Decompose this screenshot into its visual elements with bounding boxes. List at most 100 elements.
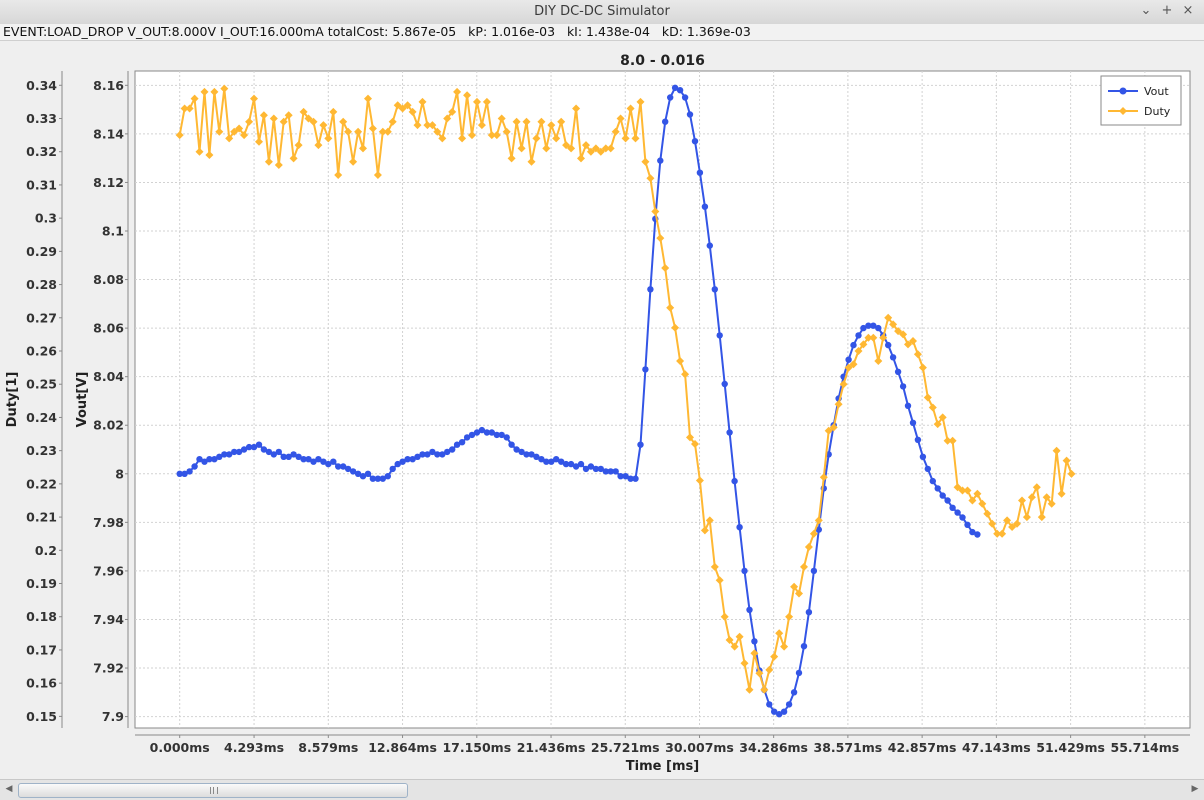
duty-point	[354, 127, 363, 136]
duty-point	[468, 131, 476, 140]
maximize-button[interactable]: +	[1161, 3, 1173, 18]
scrollbar-thumb[interactable]	[18, 783, 408, 798]
duty-point	[1032, 483, 1041, 492]
vout-point	[231, 448, 238, 456]
duty-point	[482, 97, 491, 106]
duty-point	[547, 121, 556, 130]
duty-point	[200, 87, 209, 96]
vout-point	[647, 286, 654, 293]
duty-point	[800, 562, 808, 571]
duty-point	[349, 157, 358, 166]
duty-point	[428, 121, 437, 130]
status-bar: EVENT:LOAD_DROP V_OUT:8.000V I_OUT:16.00…	[0, 24, 1204, 41]
close-button[interactable]: ×	[1182, 3, 1194, 18]
duty-point	[879, 333, 888, 342]
duty-tick-label: 0.22	[26, 476, 57, 491]
vout-point	[850, 341, 857, 349]
duty-point	[983, 509, 992, 518]
vout-point	[751, 638, 758, 645]
duty-point	[339, 117, 348, 126]
duty-point	[1018, 496, 1026, 505]
vout-point	[513, 446, 520, 453]
vout-tick-label: 7.96	[93, 563, 124, 578]
vout-point	[221, 451, 228, 458]
duty-point	[309, 117, 318, 126]
vout-point	[483, 429, 491, 436]
time-tick-label: 25.721ms	[591, 740, 660, 755]
duty-point	[740, 659, 749, 668]
duty-point	[745, 685, 754, 694]
duty-point	[433, 127, 442, 136]
vout-point	[255, 441, 263, 448]
time-tick-label: 34.286ms	[739, 740, 808, 755]
vout-point	[597, 465, 604, 473]
vout-point	[354, 470, 362, 477]
duty-point	[829, 423, 838, 432]
legend-vout-marker	[1119, 87, 1127, 95]
duty-point	[765, 665, 774, 674]
duty-point	[854, 347, 863, 355]
duty-point	[458, 134, 467, 143]
scroll-right-icon[interactable]: ▶	[1191, 784, 1199, 794]
duty-point	[938, 413, 947, 422]
vout-point	[706, 242, 713, 249]
duty-point	[368, 124, 377, 133]
vout-point	[815, 526, 822, 533]
duty-point	[557, 117, 566, 126]
duty-point	[443, 114, 452, 123]
duty-point	[1003, 516, 1012, 525]
vout-point	[914, 436, 922, 443]
vout-point	[270, 451, 277, 458]
duty-point	[245, 117, 254, 126]
duty-point	[785, 612, 794, 621]
duty-point	[438, 134, 447, 143]
duty-point	[601, 144, 610, 153]
vout-point	[364, 470, 372, 477]
duty-point	[839, 380, 848, 389]
minimize-button[interactable]: ⌄	[1140, 3, 1152, 18]
duty-tick-label: 0.23	[26, 443, 57, 458]
duty-tick-label: 0.32	[26, 144, 57, 159]
vout-point	[235, 448, 243, 456]
vout-point	[226, 451, 233, 458]
vout-point	[607, 468, 614, 475]
window-titlebar: DIY DC-DC Simulator ⌄ + ×	[0, 0, 1204, 25]
vout-tick-label: 8.06	[93, 321, 124, 336]
duty-point	[269, 114, 278, 123]
duty-point	[373, 171, 382, 179]
vout-point	[934, 485, 941, 492]
duty-point	[527, 157, 536, 166]
vout-point	[310, 458, 317, 465]
duty-point	[611, 127, 620, 136]
scroll-left-icon[interactable]: ◀	[5, 784, 13, 794]
time-tick-label: 17.150ms	[442, 740, 511, 755]
duty-point	[190, 94, 199, 103]
time-tick-label: 21.436ms	[517, 740, 586, 755]
vout-point	[686, 111, 694, 118]
vout-point	[508, 441, 515, 448]
duty-point	[205, 151, 214, 159]
vout-point	[523, 451, 530, 458]
duty-point	[928, 403, 937, 412]
vout-point	[265, 448, 273, 456]
duty-point	[963, 486, 972, 495]
duty-point	[998, 529, 1007, 538]
vout-point	[240, 446, 248, 453]
duty-point	[210, 87, 219, 96]
duty-point	[899, 330, 908, 339]
duty-point	[423, 121, 432, 130]
vout-point	[186, 468, 193, 475]
vout-point	[434, 451, 441, 458]
vout-point	[959, 514, 966, 521]
duty-point	[492, 131, 501, 140]
duty-point	[1013, 519, 1021, 528]
vout-point	[731, 477, 738, 485]
legend-vout-label: Vout	[1144, 85, 1169, 98]
vout-point	[929, 477, 936, 485]
horizontal-scrollbar[interactable]: ◀ ▶	[0, 779, 1204, 800]
duty-tick-label: 0.34	[26, 78, 57, 93]
vout-tick-label: 7.92	[93, 661, 124, 676]
vout-point	[553, 456, 560, 463]
duty-tick-label: 0.29	[26, 244, 57, 259]
vout-point	[488, 429, 495, 436]
